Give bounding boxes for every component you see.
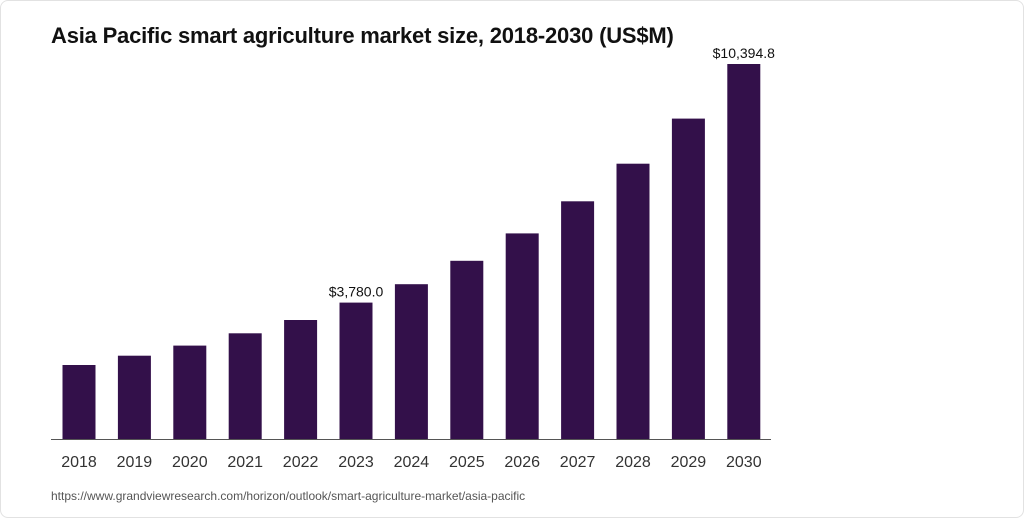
data-label-2030: $10,394.8 <box>713 45 775 61</box>
bar-2030[interactable] <box>727 64 761 439</box>
bar-2026[interactable] <box>505 233 539 439</box>
x-tick-label-2025: 2025 <box>449 454 485 471</box>
bar-2027[interactable] <box>561 201 595 439</box>
bar-2028[interactable] <box>616 163 650 439</box>
bar-2022[interactable] <box>284 320 318 439</box>
source-url[interactable]: https://www.grandviewresearch.com/horizo… <box>51 489 526 503</box>
bar-2018[interactable] <box>62 365 96 439</box>
x-tick-label-2029: 2029 <box>671 454 707 471</box>
bar-2023[interactable] <box>339 302 373 439</box>
x-tick-label-2018: 2018 <box>61 454 97 471</box>
data-label-2023: $3,780.0 <box>329 284 384 300</box>
bar-2029[interactable] <box>671 118 705 439</box>
chart-title: Asia Pacific smart agriculture market si… <box>51 23 674 48</box>
x-tick-label-2022: 2022 <box>283 454 319 471</box>
bar-2025[interactable] <box>450 260 484 439</box>
bar-2020[interactable] <box>173 345 207 439</box>
x-tick-label-2024: 2024 <box>394 454 430 471</box>
x-tick-label-2028: 2028 <box>615 454 651 471</box>
x-tick-label-2023: 2023 <box>338 454 374 471</box>
x-tick-label-2021: 2021 <box>227 454 263 471</box>
bar-2024[interactable] <box>394 284 428 439</box>
x-tick-label-2020: 2020 <box>172 454 208 471</box>
x-tick-label-2026: 2026 <box>504 454 540 471</box>
bar-2021[interactable] <box>228 333 262 439</box>
x-tick-label-2027: 2027 <box>560 454 596 471</box>
x-tick-label-2019: 2019 <box>117 454 153 471</box>
bar-2019[interactable] <box>117 355 151 439</box>
x-tick-label-2030: 2030 <box>726 454 762 471</box>
